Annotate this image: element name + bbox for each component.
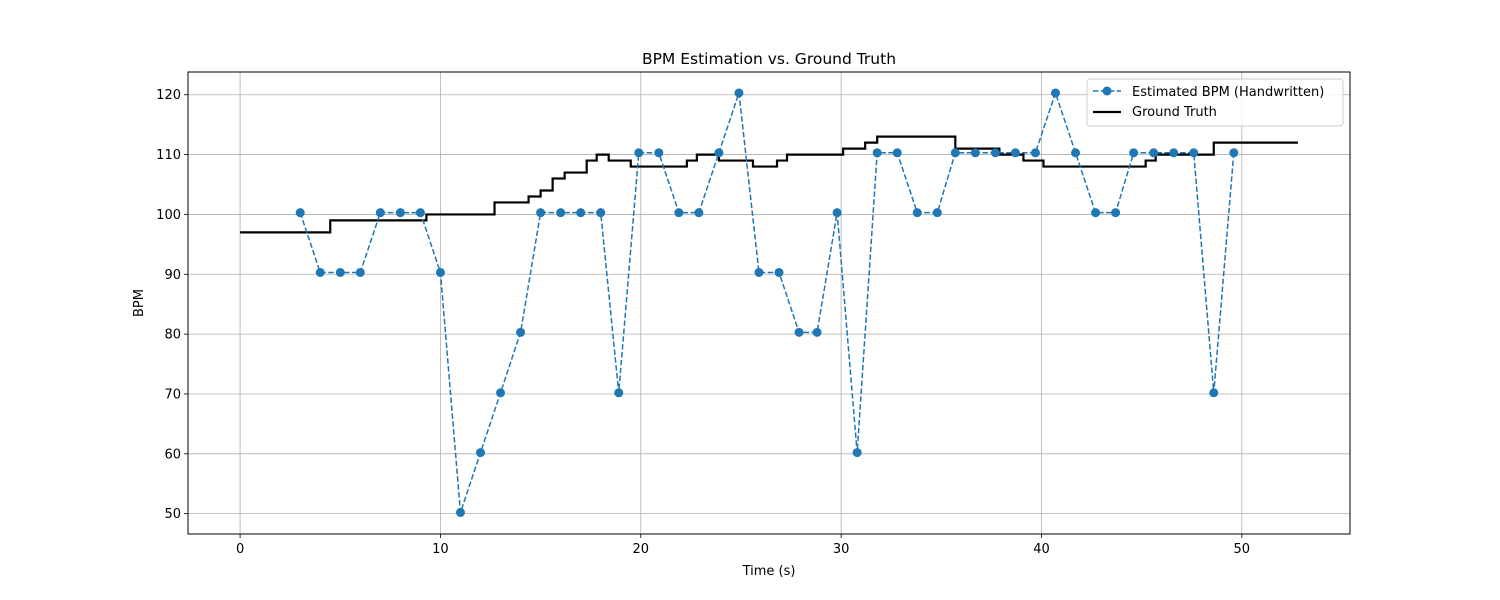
- legend-ground-truth-label: Ground Truth: [1132, 105, 1217, 120]
- estimated-bpm-point: [1010, 148, 1020, 158]
- y-axis-label: BPM: [132, 289, 147, 317]
- estimated-bpm-point: [355, 267, 365, 277]
- estimated-bpm-point: [970, 148, 980, 158]
- estimated-bpm-point: [1169, 148, 1179, 158]
- x-tick-label: 0: [236, 542, 244, 557]
- x-tick-label: 20: [633, 542, 650, 557]
- estimated-bpm-point: [774, 267, 784, 277]
- legend-estimated-marker: [1102, 86, 1112, 96]
- estimated-bpm-point: [1209, 388, 1219, 398]
- x-tick-label: 50: [1234, 542, 1251, 557]
- estimated-bpm-point: [654, 148, 664, 158]
- estimated-bpm-point: [812, 327, 822, 337]
- estimated-bpm-point: [476, 448, 486, 458]
- estimated-bpm-point: [754, 267, 764, 277]
- y-tick-label: 80: [164, 328, 181, 343]
- estimated-bpm-point: [794, 327, 804, 337]
- estimated-bpm-point: [496, 388, 506, 398]
- y-tick-label: 70: [164, 387, 181, 402]
- estimated-bpm-point: [734, 88, 744, 98]
- y-tick-label: 110: [156, 148, 181, 163]
- y-tick-label: 100: [156, 208, 181, 223]
- chart-title: BPM Estimation vs. Ground Truth: [642, 50, 896, 68]
- estimated-bpm-point: [596, 208, 606, 218]
- estimated-bpm-point: [892, 148, 902, 158]
- estimated-bpm-point: [614, 388, 624, 398]
- estimated-bpm-point: [415, 208, 425, 218]
- estimated-bpm-point: [832, 208, 842, 218]
- estimated-bpm-point: [395, 208, 405, 218]
- estimated-bpm-point: [536, 208, 546, 218]
- y-tick-label: 60: [164, 447, 181, 462]
- estimated-bpm-point: [1030, 148, 1040, 158]
- estimated-bpm-point: [295, 208, 305, 218]
- estimated-bpm-point: [852, 448, 862, 458]
- estimated-bpm-point: [1129, 148, 1139, 158]
- estimated-bpm-point: [375, 208, 385, 218]
- legend-box: [1086, 78, 1344, 127]
- estimated-bpm-point: [634, 148, 644, 158]
- legend: Estimated BPM (Handwritten) Ground Truth: [1086, 78, 1344, 127]
- legend-estimated-label: Estimated BPM (Handwritten): [1132, 85, 1324, 100]
- estimated-bpm-point: [335, 267, 345, 277]
- estimated-bpm-point: [932, 208, 942, 218]
- y-tick-label: 90: [164, 268, 181, 283]
- estimated-bpm-line: [299, 90, 1235, 513]
- estimated-bpm-point: [1229, 148, 1239, 158]
- estimated-bpm-point: [576, 208, 586, 218]
- estimated-bpm-point: [1149, 148, 1159, 158]
- estimated-bpm-point: [694, 208, 704, 218]
- estimated-bpm-point: [950, 148, 960, 158]
- ticks: 0 10 20 30 40 50 50 60 70 80 90 100 110 120: [156, 88, 1250, 557]
- plot-area: [188, 72, 1350, 534]
- x-axis-label: Time (s): [742, 564, 796, 579]
- x-tick-label: 10: [432, 542, 449, 557]
- estimated-bpm-point: [556, 208, 566, 218]
- estimated-bpm-point: [315, 267, 325, 277]
- estimated-bpm-point: [1111, 208, 1121, 218]
- estimated-bpm-point: [1091, 208, 1101, 218]
- estimated-bpm-point: [1189, 148, 1199, 158]
- estimated-bpm-point: [674, 208, 684, 218]
- estimated-bpm-point: [912, 208, 922, 218]
- ground-truth-line: [240, 135, 1298, 234]
- y-tick-label: 50: [164, 507, 181, 522]
- estimated-bpm-point: [435, 267, 445, 277]
- plot-frame: [187, 71, 1351, 535]
- estimated-bpm-point: [990, 148, 1000, 158]
- y-tick-label: 120: [156, 88, 181, 103]
- estimated-bpm-point: [1050, 88, 1060, 98]
- series-layer: [240, 88, 1298, 517]
- estimated-bpm-point: [714, 148, 724, 158]
- x-tick-label: 30: [833, 542, 850, 557]
- estimated-bpm-point: [872, 148, 882, 158]
- estimated-bpm-point: [516, 327, 526, 337]
- estimated-bpm-point: [455, 507, 465, 517]
- x-tick-label: 40: [1033, 542, 1050, 557]
- estimated-bpm-point: [1071, 148, 1081, 158]
